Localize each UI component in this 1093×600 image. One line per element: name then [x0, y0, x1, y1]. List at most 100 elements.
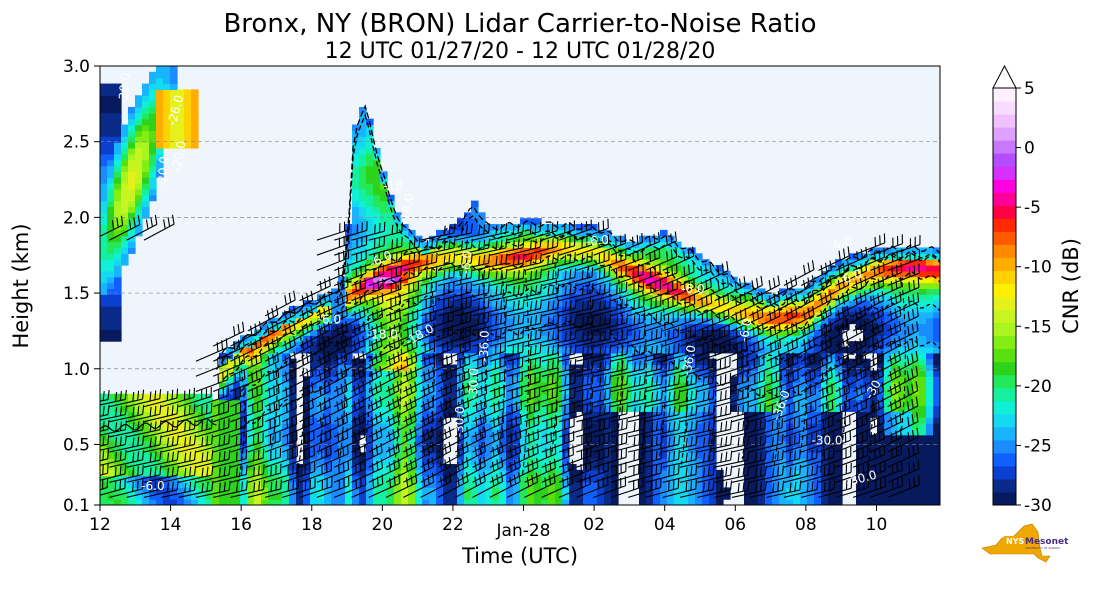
heatmap-cell — [324, 487, 332, 494]
heatmap-cell — [163, 399, 171, 407]
heatmap-cell — [219, 499, 227, 505]
heatmap-cell — [184, 142, 192, 149]
heatmap-cell — [548, 382, 556, 389]
heatmap-cell — [471, 364, 479, 371]
heatmap-cell — [814, 370, 822, 377]
heatmap-cell — [653, 487, 661, 494]
heatmap-cell — [863, 405, 871, 412]
heatmap-cell — [128, 434, 136, 442]
heatmap-cell — [646, 259, 654, 266]
heatmap-cell — [667, 270, 675, 278]
heatmap-cell — [541, 288, 549, 295]
wind-barb — [161, 450, 197, 468]
heatmap-cell — [695, 382, 703, 389]
heatmap-cell — [464, 405, 472, 412]
heatmap-cell — [590, 493, 598, 500]
heatmap-cell — [926, 493, 934, 500]
heatmap-cell — [856, 341, 864, 348]
heatmap-cell — [534, 352, 542, 360]
heatmap-cell — [569, 393, 577, 401]
heatmap-cell — [345, 469, 353, 477]
heatmap-cell — [891, 452, 899, 459]
heatmap-cell — [569, 335, 577, 342]
heatmap-cell — [268, 393, 276, 401]
heatmap-cell — [233, 411, 241, 418]
heatmap-cell — [926, 247, 934, 254]
heatmap-cell — [506, 276, 514, 284]
heatmap-cell — [541, 423, 549, 430]
heatmap-cell — [555, 241, 563, 249]
heatmap-cell — [128, 218, 136, 225]
heatmap-cell — [380, 177, 388, 184]
heatmap-cell — [471, 405, 479, 412]
heatmap-cell — [765, 300, 773, 307]
heatmap-cell — [170, 499, 178, 505]
heatmap-cell — [667, 399, 675, 407]
heatmap-cell — [471, 282, 479, 290]
heatmap-cell — [597, 399, 605, 407]
heatmap-cell — [835, 452, 843, 459]
heatmap-cell — [345, 317, 353, 325]
heatmap-cell — [226, 446, 234, 453]
heatmap-cell — [296, 323, 304, 330]
heatmap-cell — [877, 335, 885, 342]
heatmap-cell — [261, 358, 269, 366]
heatmap-cell — [891, 434, 899, 442]
heatmap-cell — [387, 335, 395, 342]
heatmap-cell — [597, 311, 605, 319]
heatmap-cell — [359, 276, 367, 284]
wind-barb — [109, 479, 144, 498]
heatmap-cell — [352, 417, 360, 424]
heatmap-cell — [898, 352, 906, 360]
heatmap-cell — [492, 469, 500, 477]
heatmap-cell — [394, 294, 402, 301]
heatmap-cell — [177, 440, 185, 448]
heatmap-cell — [569, 224, 577, 231]
heatmap-cell — [219, 458, 227, 465]
heatmap-cell — [324, 376, 332, 383]
heatmap-cell — [681, 423, 689, 430]
heatmap-cell — [604, 499, 612, 505]
heatmap-cell — [828, 493, 836, 500]
heatmap-cell — [373, 212, 381, 219]
heatmap-cell — [632, 376, 640, 383]
heatmap-cell — [821, 458, 829, 465]
heatmap-cell — [653, 469, 661, 477]
heatmap-cell — [919, 323, 927, 330]
heatmap-cell — [870, 411, 878, 418]
heatmap-cell — [534, 270, 542, 278]
heatmap-cell — [373, 440, 381, 448]
heatmap-cell — [821, 270, 829, 278]
heatmap-cell — [835, 475, 843, 483]
heatmap-cell — [765, 305, 773, 313]
heatmap-cell — [611, 376, 619, 383]
heatmap-cell — [219, 440, 227, 448]
heatmap-cell — [527, 393, 535, 401]
heatmap-cell — [317, 393, 325, 401]
heatmap-cell — [709, 469, 717, 477]
heatmap-cell — [226, 405, 234, 412]
heatmap-cell — [464, 335, 472, 342]
heatmap-cell — [408, 259, 416, 266]
heatmap-cell — [114, 300, 122, 307]
heatmap-cell — [233, 399, 241, 407]
heatmap-cell — [324, 364, 332, 371]
heatmap-cell — [142, 89, 150, 96]
heatmap-cell — [898, 393, 906, 401]
heatmap-cell — [121, 493, 129, 500]
heatmap-cell — [513, 417, 521, 424]
heatmap-cell — [534, 376, 542, 383]
heatmap-cell — [366, 499, 374, 505]
heatmap-cell — [422, 487, 430, 494]
heatmap-cell — [541, 300, 549, 307]
heatmap-cell — [142, 200, 150, 208]
heatmap-cell — [499, 399, 507, 407]
heatmap-cell — [191, 118, 199, 126]
heatmap-cell — [380, 475, 388, 483]
heatmap-cell — [464, 311, 472, 319]
heatmap-cell — [310, 393, 318, 401]
heatmap-cell — [653, 399, 661, 407]
heatmap-cell — [604, 382, 612, 389]
heatmap-cell — [730, 341, 738, 348]
heatmap-cell — [492, 376, 500, 383]
